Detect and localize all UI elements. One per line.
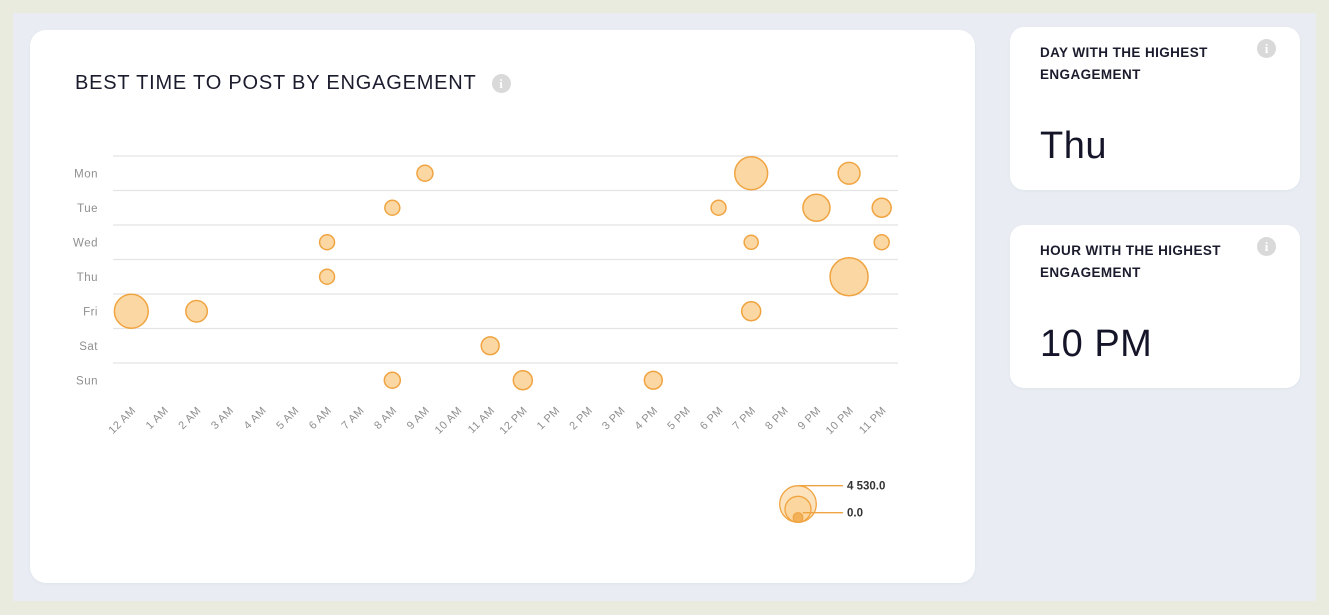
chart-title: BEST TIME TO POST BY ENGAGEMENT bbox=[75, 72, 477, 94]
y-tick-label: Fri bbox=[83, 306, 98, 318]
bubble-tue-8am[interactable] bbox=[384, 199, 401, 216]
x-tick-label: 1 AM bbox=[144, 405, 171, 432]
x-tick-label: 5 AM bbox=[274, 405, 301, 432]
legend-circle-min bbox=[792, 512, 804, 523]
y-tick-label: Wed bbox=[73, 237, 98, 249]
x-tick-label: 10 AM bbox=[433, 405, 465, 437]
x-tick-label: 11 AM bbox=[466, 405, 497, 436]
bubble-mon-10pm[interactable] bbox=[837, 161, 861, 185]
bubble-thu-10pm[interactable] bbox=[829, 257, 869, 297]
bubble-mon-7pm[interactable] bbox=[733, 156, 769, 191]
bubble-sun-12pm[interactable] bbox=[512, 370, 534, 391]
y-tick-label: Thu bbox=[77, 272, 98, 284]
bubble-sun-8am[interactable] bbox=[383, 371, 402, 389]
bubble-wed-11pm[interactable] bbox=[873, 234, 890, 251]
info-icon[interactable]: i bbox=[1257, 39, 1276, 58]
bubble-sun-4pm[interactable] bbox=[643, 370, 663, 390]
y-tick-label: Sun bbox=[76, 375, 98, 387]
info-icon[interactable]: i bbox=[1257, 237, 1276, 256]
x-tick-label: 2 PM bbox=[567, 405, 595, 433]
x-tick-label: 4 PM bbox=[633, 405, 661, 433]
x-tick-label: 3 PM bbox=[600, 405, 628, 433]
x-tick-label: 9 AM bbox=[405, 405, 432, 432]
x-tick-label: 6 AM bbox=[307, 405, 334, 432]
x-tick-label: 7 AM bbox=[339, 405, 366, 432]
bubble-sat-11am[interactable] bbox=[480, 336, 500, 356]
bubble-wed-6am[interactable] bbox=[318, 234, 336, 251]
x-tick-label: 3 AM bbox=[209, 405, 236, 432]
y-tick-label: Sat bbox=[79, 341, 98, 353]
bubble-fri-12am[interactable] bbox=[113, 293, 150, 329]
x-tick-label: 7 PM bbox=[731, 405, 759, 433]
y-tick-label: Mon bbox=[74, 168, 98, 180]
info-icon[interactable]: i bbox=[491, 74, 511, 93]
bubble-tue-6pm[interactable] bbox=[710, 199, 727, 216]
x-tick-label: 5 PM bbox=[665, 405, 693, 433]
bubble-tue-11pm[interactable] bbox=[871, 197, 892, 218]
x-tick-label: 8 PM bbox=[763, 405, 791, 433]
stat-label: DAY WITH THE HIGHEST ENGAGEMENT bbox=[1040, 45, 1208, 82]
best-time-to-post-card: BEST TIME TO POST BY ENGAGEMENT i Mon Tue… bbox=[30, 30, 975, 583]
x-tick-label: 12 PM bbox=[498, 405, 530, 437]
x-tick-label: 10 PM bbox=[824, 405, 856, 437]
bubble-fri-2am[interactable] bbox=[185, 299, 209, 323]
chart-title-row: BEST TIME TO POST BY ENGAGEMENT i bbox=[75, 72, 511, 95]
stat-value: 10 PM bbox=[1040, 323, 1153, 365]
x-tick-label: 4 AM bbox=[242, 405, 269, 432]
stat-card-day-highest-engagement: DAY WITH THE HIGHEST ENGAGEMENT i Thu bbox=[1010, 27, 1300, 190]
bubble-fri-7pm[interactable] bbox=[740, 301, 762, 322]
x-tick-label: 8 AM bbox=[372, 405, 399, 432]
bubble-thu-6am[interactable] bbox=[318, 268, 336, 285]
legend-max-label: 4 530.0 bbox=[847, 481, 885, 493]
bubble-mon-9am[interactable] bbox=[416, 164, 434, 182]
x-tick-label: 1 PM bbox=[535, 405, 563, 433]
x-tick-label: 9 PM bbox=[796, 405, 824, 433]
x-tick-label: 2 AM bbox=[176, 405, 203, 432]
legend-min-label: 0.0 bbox=[847, 508, 863, 520]
x-tick-label: 12 AM bbox=[106, 405, 138, 437]
stat-label: HOUR WITH THE HIGHEST ENGAGEMENT bbox=[1040, 243, 1221, 280]
y-tick-label: Tue bbox=[77, 203, 98, 215]
bubble-wed-7pm[interactable] bbox=[743, 234, 759, 251]
stat-card-hour-highest-engagement: HOUR WITH THE HIGHEST ENGAGEMENT i 10 PM bbox=[1010, 225, 1300, 388]
bubble-tue-9pm[interactable] bbox=[802, 193, 831, 223]
x-tick-label: 11 PM bbox=[857, 405, 889, 437]
x-tick-label: 6 PM bbox=[698, 405, 726, 433]
stat-value: Thu bbox=[1040, 125, 1107, 167]
